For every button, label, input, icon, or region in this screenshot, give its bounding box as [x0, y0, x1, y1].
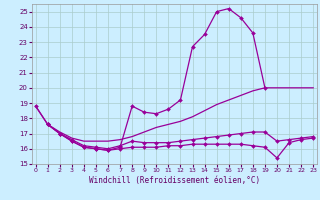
X-axis label: Windchill (Refroidissement éolien,°C): Windchill (Refroidissement éolien,°C) [89, 176, 260, 185]
